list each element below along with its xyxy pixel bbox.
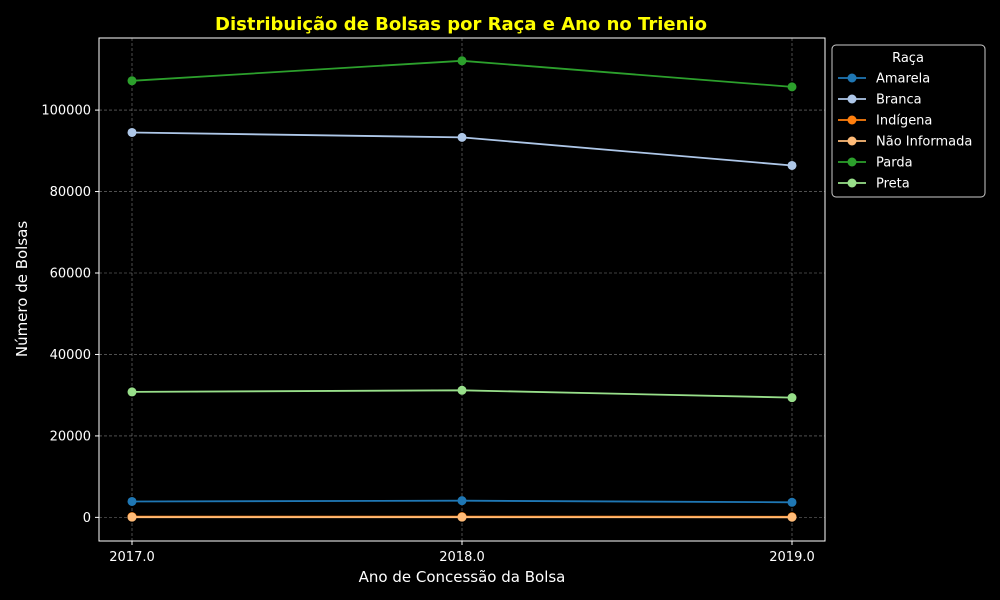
legend-label: Preta xyxy=(876,177,910,192)
y-tick-label: 100000 xyxy=(41,104,91,119)
legend-item-amarela: Amarela xyxy=(838,72,930,87)
data-point-parda xyxy=(127,76,137,86)
data-point-preta xyxy=(457,385,467,395)
legend-item-branca: Branca xyxy=(838,93,922,108)
legend-label: Não Informada xyxy=(876,135,972,150)
data-point-branca xyxy=(457,132,467,142)
x-axis: 2017.0 2018.0 2019.0 xyxy=(109,541,815,565)
series-nao-informada xyxy=(127,512,797,522)
x-tick-label: 2017.0 xyxy=(109,550,155,565)
legend-label: Amarela xyxy=(876,72,930,87)
data-point-branca xyxy=(127,127,137,137)
data-point-amarela xyxy=(787,497,797,507)
legend-marker xyxy=(847,136,857,146)
legend-marker xyxy=(847,73,857,83)
y-tick-label: 20000 xyxy=(50,429,91,444)
chart-title: Distribuição de Bolsas por Raça e Ano no… xyxy=(215,14,707,35)
data-point-amarela xyxy=(457,496,467,506)
data-point-parda xyxy=(457,56,467,66)
legend-item-parda: Parda xyxy=(838,156,913,171)
legend-marker xyxy=(847,178,857,188)
legend-label: Branca xyxy=(876,93,922,108)
legend-box xyxy=(831,44,986,198)
legend-marker xyxy=(847,115,857,125)
series-lines xyxy=(127,56,797,522)
y-tick-label: 80000 xyxy=(50,185,91,200)
data-point-parda xyxy=(787,82,797,92)
data-point-amarela xyxy=(127,496,137,506)
legend-marker xyxy=(847,157,857,167)
y-axis-label: Número de Bolsas xyxy=(13,221,31,358)
y-tick-label: 0 xyxy=(83,511,91,526)
legend-items: Amarela Branca Indígena Não Informada Parda P… xyxy=(838,72,972,192)
data-point-nao-informada xyxy=(787,512,797,522)
legend-item-preta: Preta xyxy=(838,177,910,192)
y-tick-label: 40000 xyxy=(50,348,91,363)
legend-marker xyxy=(847,94,857,104)
y-axis: 0 20000 40000 60000 80000 100000 xyxy=(41,104,99,526)
x-axis-label: Ano de Concessão da Bolsa xyxy=(359,568,566,586)
data-point-preta xyxy=(127,387,137,397)
x-tick-label: 2019.0 xyxy=(769,550,815,565)
legend-item-indigena: Indígena xyxy=(838,114,932,129)
legend-label: Indígena xyxy=(876,114,932,129)
series-branca xyxy=(127,127,797,170)
x-tick-label: 2018.0 xyxy=(439,550,485,565)
legend-item-nao-informada: Não Informada xyxy=(838,135,972,150)
data-point-branca xyxy=(787,160,797,170)
y-tick-label: 60000 xyxy=(50,267,91,282)
series-amarela xyxy=(127,496,797,507)
series-parda xyxy=(127,56,797,92)
legend-label: Parda xyxy=(876,156,913,171)
data-point-nao-informada xyxy=(457,512,467,522)
legend: Raça Amarela Branca Indígena Não Informada P… xyxy=(831,44,986,198)
series-preta xyxy=(127,385,797,403)
legend-title: Raça xyxy=(892,51,924,66)
data-point-preta xyxy=(787,393,797,403)
data-point-nao-informada xyxy=(127,512,137,522)
